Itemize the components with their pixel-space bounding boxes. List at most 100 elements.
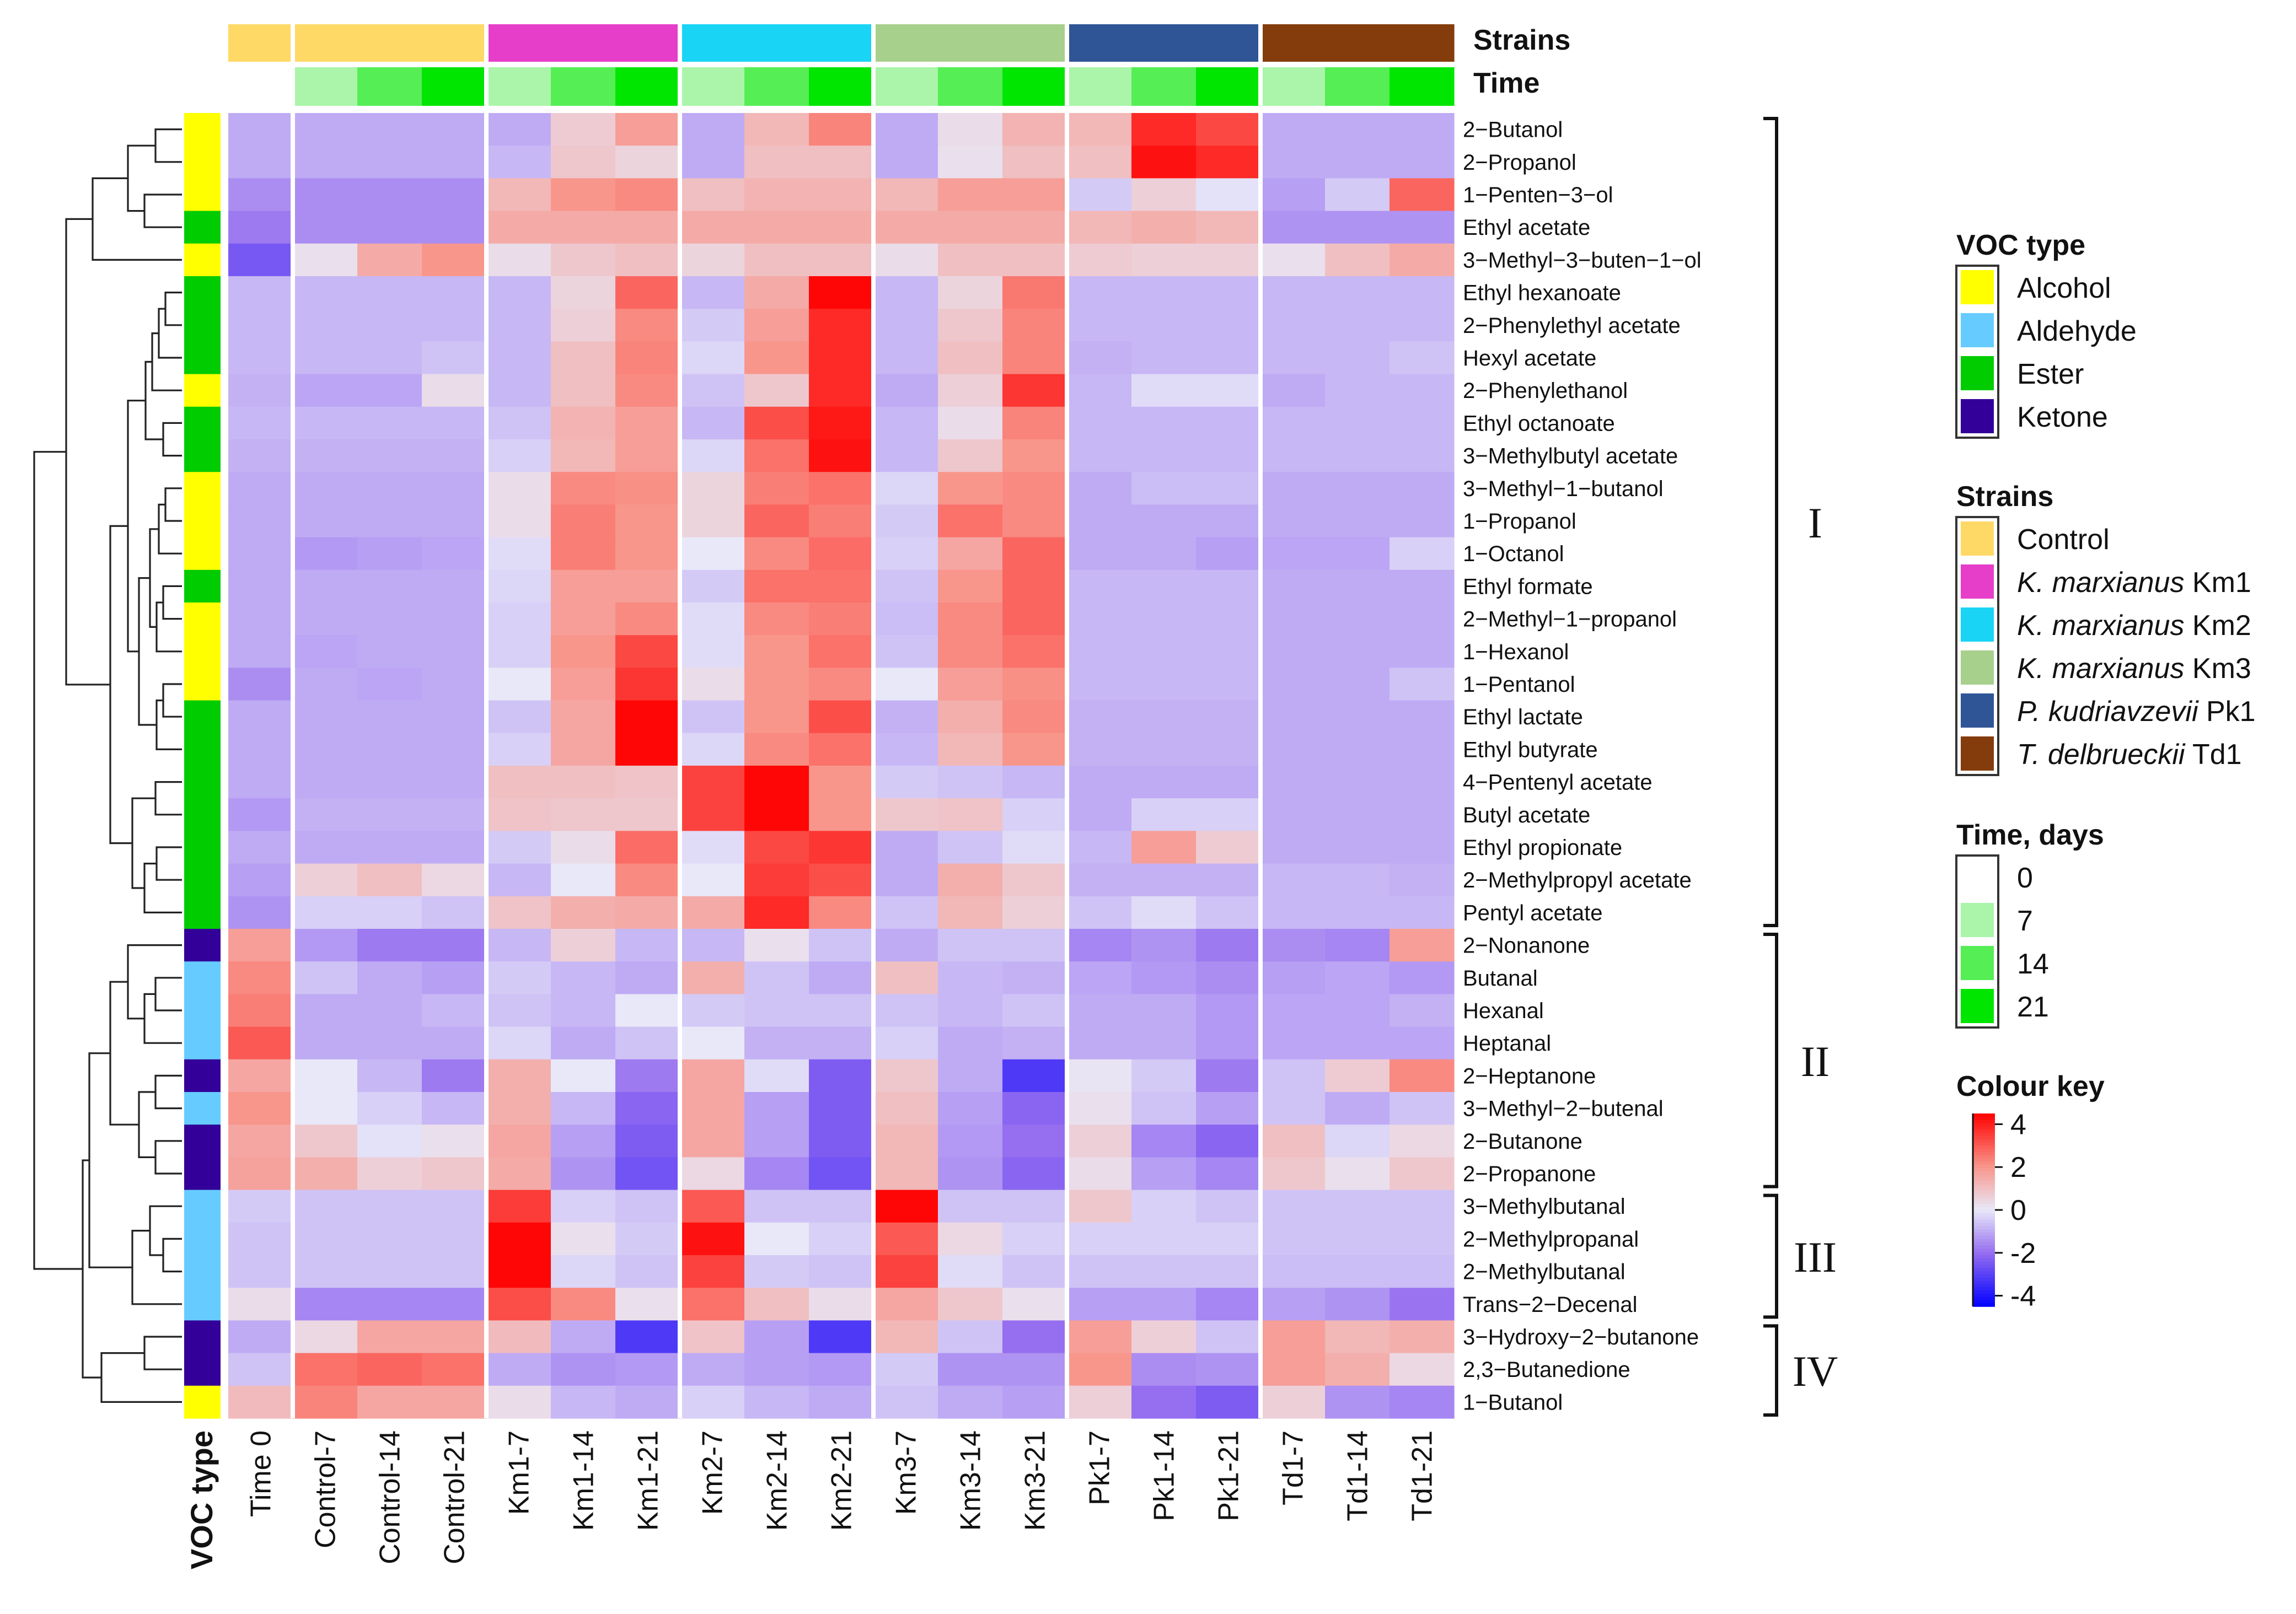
heatmap-cell	[486, 1092, 551, 1125]
heatmap-cell	[1196, 276, 1261, 309]
heatmap-cell	[1002, 700, 1067, 734]
heatmap-cell	[1325, 1125, 1390, 1158]
heatmap-cell	[873, 374, 938, 407]
heatmap-cell	[938, 863, 1003, 897]
heatmap-cell	[615, 733, 680, 766]
heatmap-cell	[228, 504, 293, 538]
colour-key-step	[1973, 1126, 1995, 1130]
heatmap-cell	[615, 374, 680, 407]
heatmap-cell	[551, 439, 616, 472]
heatmap-cell	[1196, 569, 1261, 603]
heatmap-cell	[422, 211, 487, 244]
heatmap-cell	[680, 341, 745, 375]
heatmap-cell	[1196, 766, 1261, 799]
legend-label-suffix: Km3	[2184, 653, 2251, 685]
heatmap-cell	[809, 276, 874, 309]
colour-key-step	[1973, 1142, 1995, 1147]
heatmap-cell	[744, 700, 809, 734]
heatmap-cell	[873, 341, 938, 375]
heatmap-cell	[486, 276, 551, 309]
dendrogram-branch	[154, 1140, 182, 1175]
column-label: Km2-14	[761, 1430, 793, 1531]
heatmap-cell	[486, 1157, 551, 1191]
heatmap-cell	[293, 994, 358, 1027]
row-label: 3−Methyl−3−buten−1−ol	[1463, 248, 1702, 272]
row-label: Ethyl butyrate	[1463, 738, 1598, 762]
heatmap-cell	[1196, 472, 1261, 505]
heatmap-cell	[551, 1026, 616, 1060]
dendrogram-branch	[143, 863, 182, 913]
heatmap-cell	[357, 1320, 422, 1354]
heatmap-cell	[1196, 994, 1261, 1027]
heatmap-cell	[938, 961, 1003, 994]
legend-label-italic: K. marxianus	[2017, 610, 2184, 642]
heatmap-cell	[1002, 146, 1067, 179]
heatmap-cell	[680, 896, 745, 929]
colour-key-step	[1973, 1239, 1995, 1243]
heatmap-cell	[1131, 211, 1197, 244]
heatmap-cell	[357, 406, 422, 440]
heatmap-cell	[1131, 1222, 1197, 1256]
heatmap-cell	[551, 831, 616, 864]
heatmap-cell	[1067, 1125, 1132, 1158]
heatmap-cell	[293, 929, 358, 962]
heatmap-cell	[293, 1385, 358, 1419]
heatmap-cell	[809, 1092, 874, 1125]
dendrogram-branch	[162, 585, 182, 620]
column-label: Pk1-7	[1084, 1430, 1116, 1505]
heatmap-cell	[809, 896, 874, 929]
voc-type-cell	[184, 1222, 221, 1256]
voc-type-cell	[184, 1092, 221, 1125]
heatmap-cell	[551, 994, 616, 1027]
strain-cell	[293, 24, 358, 62]
heatmap-cell	[680, 178, 745, 212]
heatmap-cell	[1067, 1353, 1132, 1386]
heatmap-cell	[486, 1385, 551, 1419]
heatmap-cell	[680, 1026, 745, 1060]
heatmap-cell	[293, 1125, 358, 1158]
heatmap-cell	[1196, 537, 1261, 571]
heatmap-cell	[615, 602, 680, 636]
heatmap-cell	[486, 439, 551, 472]
row-label: 2−Methyl−1−propanol	[1463, 607, 1677, 632]
heatmap-cell	[938, 700, 1003, 734]
time-cell	[1260, 67, 1326, 106]
heatmap-cell	[422, 569, 487, 603]
voc-type-axis-label: VOC type	[184, 1430, 219, 1569]
time-cell	[744, 67, 809, 106]
heatmap-cell	[422, 406, 487, 440]
legend-label: Aldehyde	[2017, 315, 2137, 347]
colour-key-step	[1973, 1200, 1995, 1204]
heatmap-cell	[744, 831, 809, 864]
heatmap-cell	[938, 341, 1003, 375]
heatmap-cell	[551, 341, 616, 375]
heatmap-cell	[357, 635, 422, 668]
heatmap-cell	[1390, 1320, 1455, 1354]
heatmap-cell	[293, 700, 358, 734]
heatmap-cell	[1131, 1255, 1197, 1288]
heatmap-cell	[1131, 569, 1197, 603]
heatmap-cell	[228, 243, 293, 277]
heatmap-cell	[1390, 341, 1455, 375]
heatmap-cell	[293, 178, 358, 212]
heatmap-cell	[680, 309, 745, 342]
heatmap-cell	[615, 1385, 680, 1419]
heatmap-cell	[1131, 896, 1197, 929]
heatmap-cell	[938, 635, 1003, 668]
strain-cell	[873, 24, 938, 62]
heatmap-cell	[680, 569, 745, 603]
heatmap-cell	[809, 178, 874, 212]
heatmap-cell	[744, 569, 809, 603]
heatmap-cell	[1196, 1353, 1261, 1386]
heatmap-cell	[1131, 602, 1197, 636]
heatmap-cell	[1390, 406, 1455, 440]
heatmap-cell	[551, 1092, 616, 1125]
heatmap-cell	[680, 766, 745, 799]
row-label: 3−Methylbutanal	[1463, 1195, 1626, 1219]
heatmap-cell	[1260, 863, 1326, 897]
strain-separator	[484, 22, 489, 1418]
heatmap-cell	[1067, 1026, 1132, 1060]
heatmap-cell	[615, 1026, 680, 1060]
row-label: Hexyl acetate	[1463, 346, 1596, 370]
legend-label: P. kudriavzevii Pk1	[2017, 696, 2256, 728]
